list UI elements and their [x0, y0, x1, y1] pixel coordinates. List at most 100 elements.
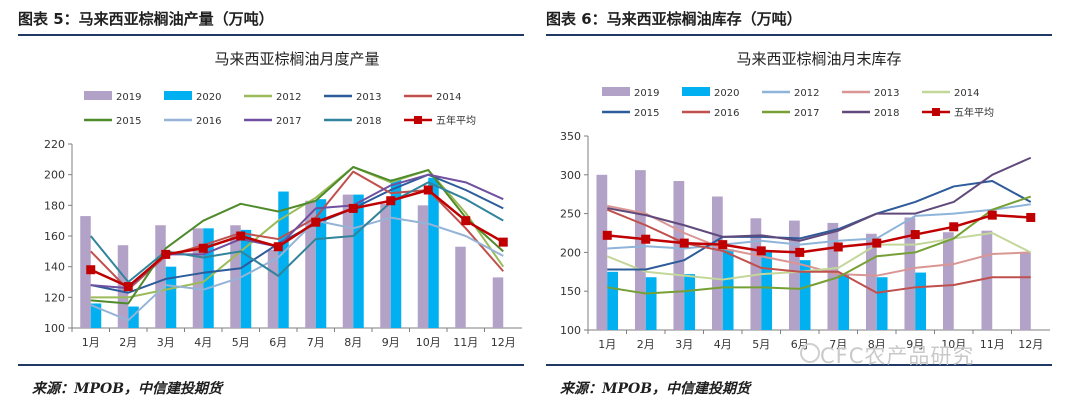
x-tick-label: 8月	[868, 338, 886, 351]
bar	[1019, 252, 1031, 330]
top-rule	[546, 34, 1052, 36]
bar	[904, 217, 916, 330]
y-tick-label: 350	[560, 130, 581, 143]
data-point	[461, 216, 471, 226]
line-series-五年平均	[602, 210, 1036, 257]
legend-item: 2017	[762, 108, 819, 119]
data-point	[161, 249, 171, 259]
x-tick-label: 7月	[829, 338, 847, 351]
bar	[230, 225, 241, 328]
data-point	[348, 203, 358, 213]
data-point	[1026, 212, 1036, 222]
data-point	[423, 185, 433, 195]
legend-item: 2019	[84, 91, 141, 103]
x-tick-label: 3月	[157, 336, 175, 349]
x-tick-label: 7月	[307, 336, 325, 349]
legend-swatch	[682, 87, 710, 96]
bar	[353, 194, 364, 328]
bottom-rule	[546, 364, 1052, 366]
y-tick-label: 180	[44, 199, 65, 212]
source-note: 来源：MPOB，中信建投期货	[32, 381, 223, 397]
legend-label: 2014	[954, 88, 979, 99]
line-series-2012	[607, 203, 1031, 250]
series-line	[607, 203, 1031, 250]
legend-label: 2014	[436, 92, 461, 103]
x-tick-label: 1月	[598, 338, 616, 351]
legend-label: 2018	[874, 108, 899, 119]
bar	[380, 203, 391, 328]
bar	[711, 196, 723, 330]
legend-label: 五年平均	[436, 114, 476, 127]
bar	[315, 199, 327, 328]
data-point	[718, 240, 728, 250]
legend-item: 2020	[164, 91, 221, 103]
bar	[240, 229, 252, 328]
line-series-2016	[606, 208, 1031, 294]
top-rule	[18, 34, 524, 36]
legend-label: 2015	[634, 108, 659, 119]
wechat-icon	[800, 343, 820, 363]
legend-label: 五年平均	[954, 106, 994, 119]
y-tick-label: 100	[560, 324, 581, 337]
bar	[128, 306, 139, 328]
bar-series-2019	[80, 194, 504, 328]
legend-item: 2019	[602, 87, 659, 99]
legend-item: 五年平均	[404, 114, 476, 127]
legend-item: 2017	[244, 116, 301, 127]
data-point	[872, 238, 882, 248]
data-point	[795, 247, 805, 257]
bar	[799, 260, 811, 330]
legend-marker	[932, 108, 940, 116]
figure-6: 图表 6：马来西亚棕榈油库存（万吨） 马来西亚棕榈油月末库存 2019 2020 20…	[546, 0, 1066, 409]
x-tick-label: 8月	[344, 336, 362, 349]
y-tick-label: 140	[44, 261, 65, 274]
legend-label: 2017	[794, 108, 819, 119]
y-tick-label: 250	[560, 208, 581, 221]
bar	[342, 194, 354, 328]
legend-item: 2015	[602, 108, 659, 119]
legend-item: 2016	[164, 116, 221, 127]
bar-series-2019	[596, 170, 1031, 330]
x-tick-label: 2月	[637, 338, 655, 351]
bar	[915, 272, 927, 330]
legend-swatch	[602, 87, 630, 96]
legend-label: 2016	[196, 116, 221, 127]
bar	[645, 277, 657, 330]
source-note: 来源：MPOB，中信建投期货	[560, 381, 751, 397]
bar	[492, 277, 504, 328]
line-series-2016	[90, 216, 504, 322]
data-point	[756, 246, 766, 256]
y-tick-label: 300	[560, 169, 581, 182]
line-series-五年平均	[86, 185, 508, 292]
bar	[155, 225, 166, 328]
chart-title: 马来西亚棕榈油月末库存	[736, 50, 901, 68]
x-tick-label: 9月	[906, 338, 924, 351]
legend-item: 2015	[84, 116, 141, 127]
data-point	[311, 217, 321, 227]
line-series-2017	[90, 173, 504, 290]
series-line	[606, 232, 1032, 281]
y-tick-label: 100	[44, 322, 65, 335]
legend-item: 2014	[922, 88, 979, 99]
bar-series-2020	[607, 249, 927, 330]
bar	[607, 271, 619, 330]
x-tick-label: 11月	[980, 338, 1005, 351]
y-tick-label: 220	[44, 138, 65, 151]
series-line	[607, 195, 1032, 295]
figure-title: 图表 5：马来西亚棕榈油产量（万吨）	[18, 10, 274, 28]
legend-item: 2020	[682, 87, 739, 99]
legend-label: 2018	[356, 116, 381, 127]
chart-title: 马来西亚棕榈油月度产量	[214, 50, 379, 68]
production-chart: 马来西亚棕榈油月度产量 2019 2020 2012 2013 2014 2015 2016 2…	[44, 50, 522, 349]
series-line	[90, 216, 504, 322]
legend-swatch	[84, 91, 112, 100]
y-tick-label: 150	[560, 285, 581, 298]
data-point	[949, 222, 959, 232]
legend-item: 2018	[842, 108, 899, 119]
x-tick-label: 5月	[752, 338, 770, 351]
data-point	[86, 265, 96, 275]
x-tick-label: 12月	[491, 336, 516, 349]
x-tick-label: 12月	[1018, 338, 1043, 351]
bar	[90, 303, 102, 328]
legend-label: 2016	[714, 108, 739, 119]
